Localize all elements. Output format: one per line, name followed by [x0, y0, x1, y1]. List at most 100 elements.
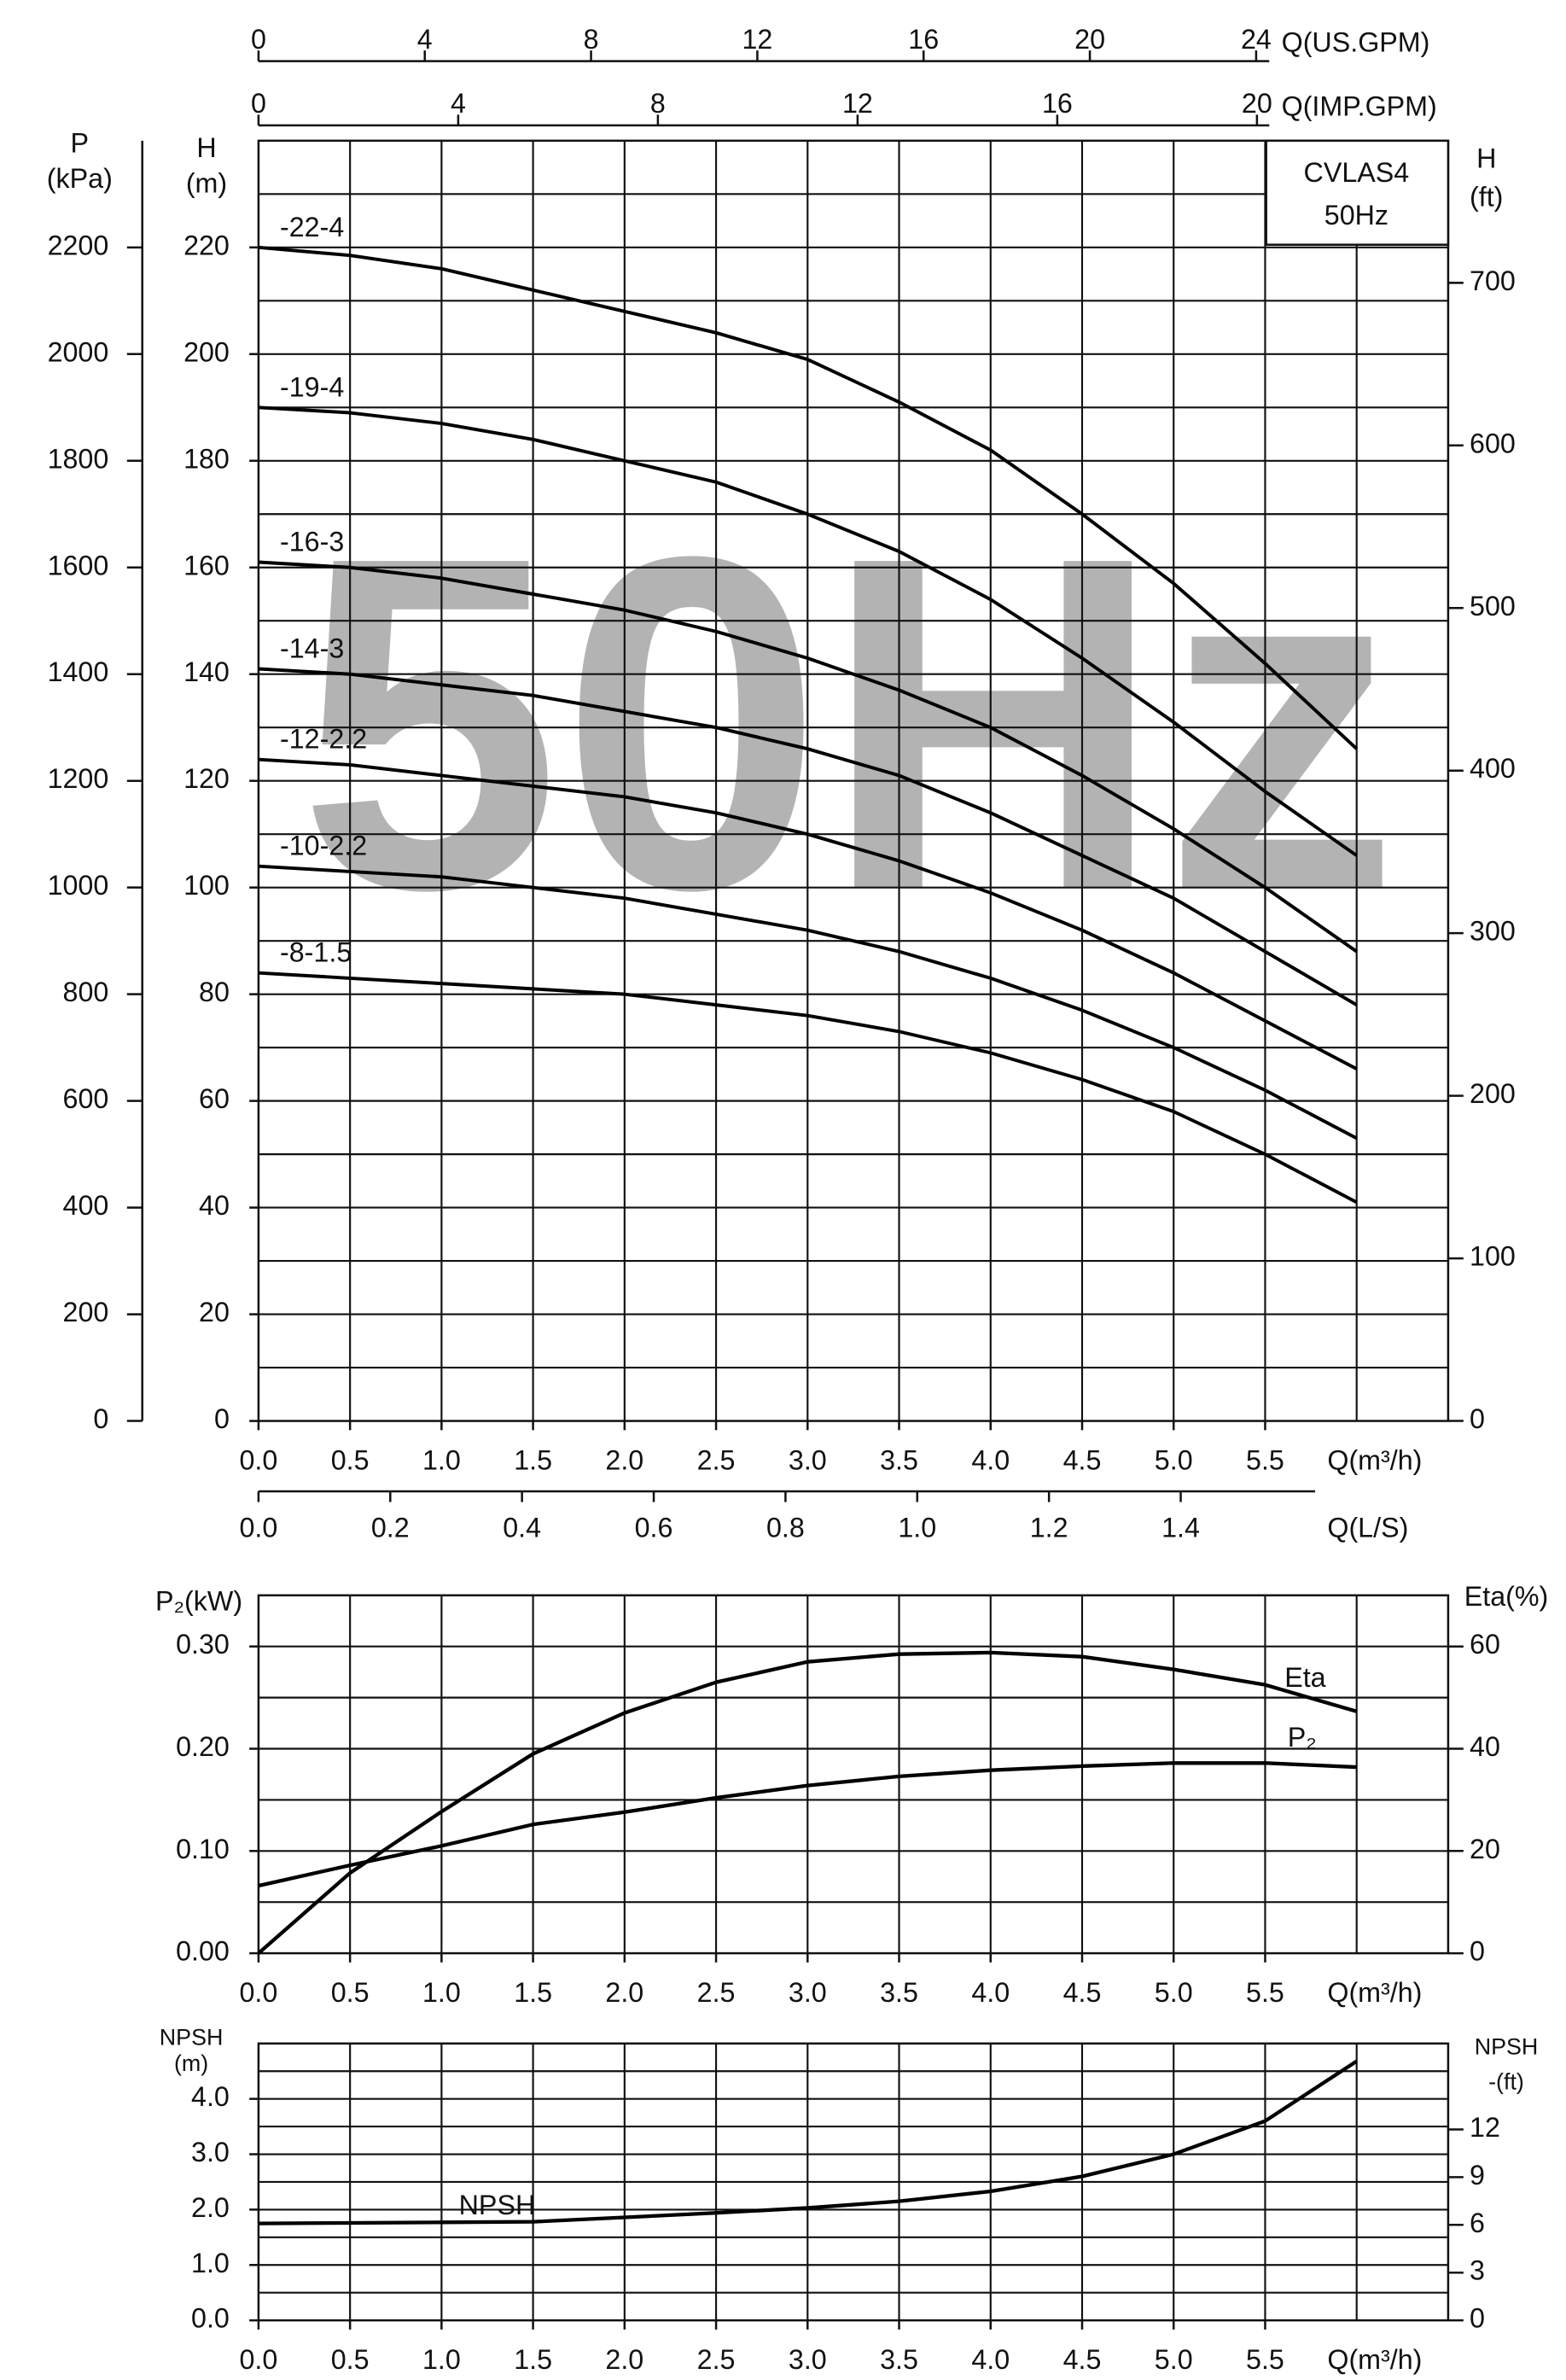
extra-tick-label: 16 [1042, 88, 1073, 119]
curve [258, 405, 1358, 857]
plot-frame [257, 1594, 1450, 1955]
extra-tick-label: 1400 [48, 656, 109, 687]
x-axis-label: Q(m³/h) [1327, 2344, 1422, 2375]
y-tick-label: 0.0 [191, 2303, 230, 2334]
y-tick-label: 3.0 [191, 2137, 230, 2167]
y2-tick-label: 500 [1470, 591, 1516, 621]
plot-frame [257, 2042, 1450, 2322]
x-tick-label: 1.0 [422, 1444, 461, 1475]
x-tick-label: 2.5 [697, 1444, 736, 1475]
curve [258, 864, 1358, 1140]
y-axis-label: H [196, 132, 216, 163]
extra-tick-label: 2000 [48, 336, 109, 367]
y-tick-label: 0.20 [176, 1731, 230, 1762]
x-tick-label: 0.0 [239, 1977, 277, 2008]
x-tick-label: 5.0 [1155, 1977, 1193, 2008]
x-tick-label: 2.0 [605, 2344, 643, 2375]
y-tick-label: 4.0 [191, 2081, 230, 2112]
extra-tick-label: 8 [584, 24, 599, 55]
extra-tick-label: 400 [63, 1190, 109, 1221]
extra-tick-label: 1800 [48, 443, 109, 474]
y2-tick-label: 700 [1470, 265, 1516, 296]
x-tick-label: 1.5 [514, 1444, 552, 1475]
extra-tick-label: 0.2 [371, 1512, 410, 1543]
y2-tick-label: 300 [1470, 916, 1516, 947]
series-label: -10-2.2 [280, 831, 367, 861]
extra-tick-label: 1.0 [898, 1512, 936, 1543]
x-tick-label: 2.5 [697, 2344, 736, 2375]
series-label: P₂ [1288, 1722, 1317, 1753]
curve [258, 245, 1359, 750]
x-tick-label: 2.0 [605, 1977, 643, 2008]
extra-tick-label: 0 [93, 1403, 108, 1434]
y-tick-label: 220 [183, 230, 230, 260]
x-tick-label: 1.0 [422, 2344, 461, 2375]
x-tick-label: 2.0 [605, 1444, 643, 1475]
extra-tick-label: 1.4 [1161, 1512, 1200, 1543]
series-label: Eta [1284, 1662, 1325, 1693]
annotation: CVLAS4 [1304, 157, 1410, 188]
extra-tick-label: 4 [451, 88, 466, 119]
y2-tick-label: 9 [1470, 2160, 1485, 2190]
annotation-box [1265, 139, 1450, 246]
x-tick-label: 1.0 [422, 1977, 461, 2008]
extra-tick-label: 20 [1074, 24, 1105, 55]
x-tick-label: 4.0 [971, 1444, 1010, 1475]
y2-tick-label: 40 [1470, 1731, 1500, 1762]
curve [258, 560, 1358, 954]
y2-tick-label: 0 [1470, 1403, 1485, 1434]
series-label: -14-3 [280, 633, 344, 663]
x-tick-label: 0.5 [331, 1444, 370, 1475]
x-tick-label: 5.5 [1246, 2344, 1284, 2375]
extra-tick-label: 0.6 [635, 1512, 673, 1543]
x-tick-label: 5.0 [1155, 2344, 1193, 2375]
extra-axis-label: Q(L/S) [1327, 1512, 1408, 1543]
y-tick-label: 0.30 [176, 1629, 230, 1660]
series-label: -8-1.5 [280, 937, 352, 968]
series-label: -19-4 [280, 371, 344, 402]
y2-axis-label: -(ft) [1488, 2068, 1524, 2094]
x-tick-label: 4.5 [1063, 1977, 1102, 2008]
y2-tick-label: 200 [1470, 1078, 1516, 1109]
y-tick-label: 1.0 [191, 2248, 230, 2278]
extra-tick-label: 16 [908, 24, 939, 55]
y-tick-label: 60 [199, 1083, 230, 1114]
x-tick-label: 3.0 [789, 2344, 827, 2375]
curve [257, 1650, 1358, 1955]
series-label: -22-4 [280, 212, 344, 242]
extra-tick-label: 0 [251, 24, 266, 55]
y2-tick-label: 400 [1470, 753, 1516, 784]
x-tick-label: 4.5 [1063, 1444, 1102, 1475]
y-tick-label: 100 [183, 870, 230, 901]
y2-axis-label: H [1476, 143, 1496, 174]
y2-tick-label: 0 [1470, 2303, 1485, 2334]
y2-tick-label: 3 [1470, 2255, 1485, 2286]
extra-tick-label: 0.4 [503, 1512, 541, 1543]
x-tick-label: 5.0 [1155, 1444, 1193, 1475]
extra-tick-label: 12 [742, 24, 772, 55]
x-axis-label: Q(m³/h) [1327, 1444, 1422, 1475]
curve [258, 667, 1358, 1006]
extra-tick-label: 1000 [48, 870, 109, 901]
y-axis-label: P₂(kW) [155, 1585, 242, 1616]
y-axis-label: (m) [174, 2050, 208, 2076]
x-tick-label: 4.0 [971, 2344, 1010, 2375]
y-axis-label: NPSH [160, 2025, 224, 2050]
extra-tick-label: 24 [1241, 24, 1272, 55]
extra-tick-label: 4 [417, 24, 433, 55]
x-tick-label: 5.5 [1246, 1444, 1284, 1475]
x-axis-label: Q(m³/h) [1327, 1977, 1422, 2008]
extra-tick-label: 800 [63, 977, 109, 1007]
x-tick-label: 3.5 [880, 1444, 918, 1475]
series-label: NPSH [459, 2190, 536, 2220]
x-tick-label: 3.5 [880, 2344, 918, 2375]
y-tick-label: 40 [199, 1190, 230, 1221]
y2-axis-label: (ft) [1470, 181, 1503, 212]
y2-tick-label: 60 [1470, 1629, 1500, 1660]
y2-tick-label: 100 [1470, 1241, 1516, 1272]
x-tick-label: 1.5 [514, 2344, 552, 2375]
y2-tick-label: 6 [1470, 2208, 1485, 2238]
y-tick-label: 0.00 [176, 1936, 230, 1967]
x-tick-label: 1.5 [514, 1977, 552, 2008]
